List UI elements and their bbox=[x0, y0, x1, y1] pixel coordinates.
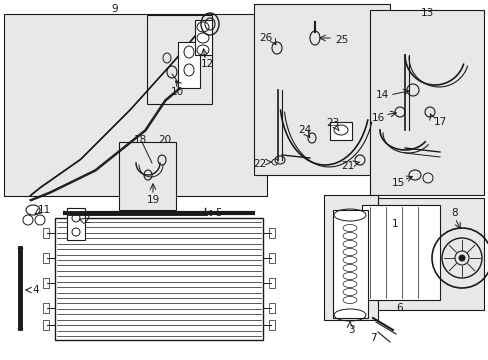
Bar bbox=[67, 208, 85, 240]
Text: 12: 12 bbox=[200, 59, 213, 69]
Text: 26: 26 bbox=[259, 33, 272, 43]
Bar bbox=[43, 303, 49, 313]
Text: 22: 22 bbox=[253, 159, 266, 169]
Text: 21: 21 bbox=[341, 161, 354, 171]
Text: 5: 5 bbox=[214, 208, 221, 218]
Bar bbox=[253, 4, 389, 175]
Text: 3: 3 bbox=[347, 325, 354, 335]
Bar bbox=[55, 218, 263, 340]
Text: 17: 17 bbox=[432, 117, 446, 127]
Bar bbox=[356, 198, 483, 310]
Bar bbox=[268, 320, 274, 330]
Bar bbox=[178, 42, 200, 88]
Bar bbox=[268, 253, 274, 263]
Bar bbox=[329, 122, 351, 140]
Bar bbox=[195, 20, 212, 55]
Bar bbox=[119, 142, 176, 210]
Text: 15: 15 bbox=[390, 178, 404, 188]
Bar bbox=[43, 320, 49, 330]
Text: 16: 16 bbox=[370, 113, 384, 123]
Text: 4: 4 bbox=[33, 285, 39, 295]
Text: 24: 24 bbox=[298, 125, 311, 135]
Text: 2: 2 bbox=[83, 215, 90, 225]
Text: 8: 8 bbox=[451, 208, 457, 218]
Bar bbox=[324, 195, 377, 320]
Text: 9: 9 bbox=[111, 4, 118, 14]
Bar bbox=[268, 228, 274, 238]
Bar bbox=[43, 278, 49, 288]
Text: 13: 13 bbox=[420, 8, 433, 18]
Bar bbox=[147, 15, 212, 104]
Bar bbox=[332, 210, 367, 318]
Text: 7: 7 bbox=[369, 333, 376, 343]
Bar bbox=[268, 303, 274, 313]
Bar bbox=[43, 228, 49, 238]
Bar bbox=[4, 14, 266, 196]
Text: 19: 19 bbox=[146, 195, 159, 205]
Text: 10: 10 bbox=[170, 87, 183, 97]
Text: 11: 11 bbox=[37, 205, 51, 215]
Bar bbox=[369, 10, 483, 195]
Ellipse shape bbox=[458, 255, 464, 261]
Bar bbox=[43, 253, 49, 263]
Text: 23: 23 bbox=[325, 118, 339, 128]
Text: 25: 25 bbox=[335, 35, 348, 45]
Bar bbox=[268, 278, 274, 288]
Text: 14: 14 bbox=[375, 90, 388, 100]
Bar bbox=[361, 205, 439, 300]
Text: 20: 20 bbox=[158, 135, 171, 145]
Text: 6: 6 bbox=[396, 303, 403, 313]
Text: 1: 1 bbox=[391, 219, 398, 229]
Text: 18: 18 bbox=[133, 135, 146, 145]
